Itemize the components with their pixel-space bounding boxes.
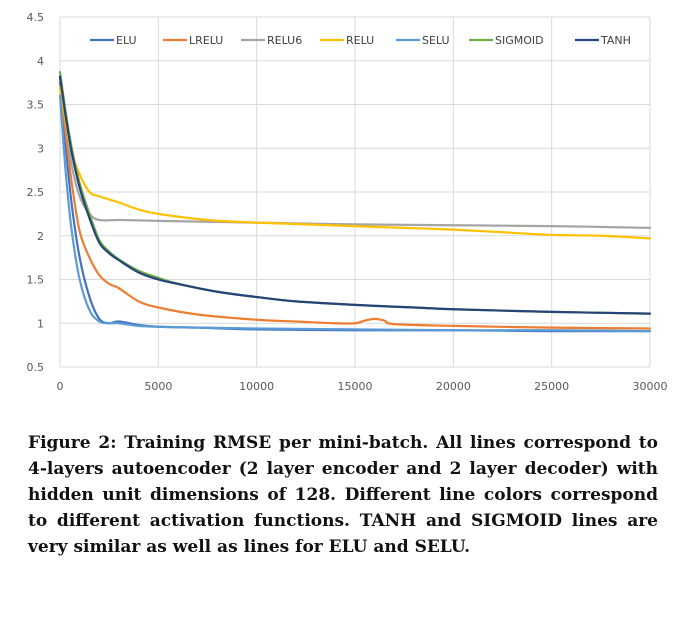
series-line-relu6 (58, 77, 652, 229)
legend-label: RELU (346, 34, 374, 47)
x-tick-label: 0 (57, 380, 64, 393)
y-tick-label: 1.5 (27, 274, 45, 287)
series-lines (58, 71, 652, 333)
y-tick-label: 2.5 (27, 186, 45, 199)
x-tick-label: 5000 (144, 380, 172, 393)
x-tick-label: 25000 (534, 380, 569, 393)
gridlines (59, 16, 651, 368)
legend-label: SELU (422, 34, 450, 47)
chart-area: 0.5 1 1.5 2 2.5 3 3.5 4 4.5 0 5000 10000 15000 20000 2… (27, 11, 668, 393)
series-line-lrelu (58, 85, 652, 330)
series-line-relu (58, 85, 652, 240)
x-tick-label: 20000 (436, 380, 471, 393)
line-chart: 0.5 1 1.5 2 2.5 3 3.5 4 4.5 0 5000 10000 15000 20000 2… (27, 11, 668, 393)
legend-label: TANH (600, 34, 631, 47)
series-line-selu (58, 94, 652, 333)
x-tick-label: 10000 (239, 380, 274, 393)
y-tick-label: 3 (37, 142, 44, 155)
y-tick-label: 4.5 (27, 11, 45, 24)
y-tick-label: 1 (37, 317, 44, 330)
y-tick-label: 2 (37, 230, 44, 243)
legend-label: SIGMOID (495, 34, 544, 47)
y-tick-label: 4 (37, 55, 44, 68)
legend: ELU LRELU RELU6 RELU SELU SIGMOID TANH (90, 34, 631, 47)
legend-label: RELU6 (267, 34, 302, 47)
legend-label: ELU (116, 34, 137, 47)
y-tick-label: 0.5 (27, 361, 45, 374)
x-tick-label: 15000 (338, 380, 373, 393)
figure-caption: Figure 2: Training RMSE per mini-batch. … (28, 433, 658, 557)
legend-label: LRELU (189, 34, 223, 47)
x-tick-label: 30000 (633, 380, 668, 393)
y-tick-label: 3.5 (27, 99, 45, 112)
series-line-tanh (58, 75, 652, 315)
axes: 0.5 1 1.5 2 2.5 3 3.5 4 4.5 0 5000 10000 15000 20000 2… (27, 11, 668, 393)
